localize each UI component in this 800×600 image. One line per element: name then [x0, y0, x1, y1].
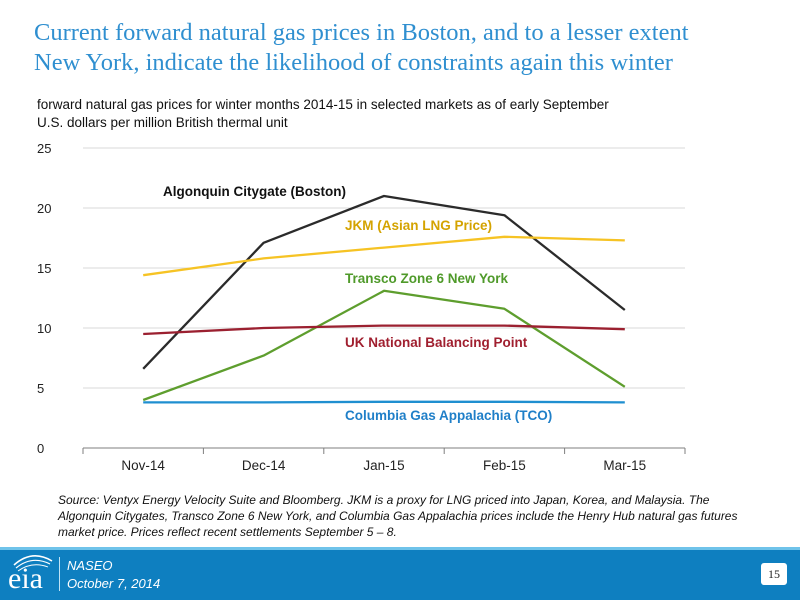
x-tick-label: Mar-15 — [603, 458, 646, 473]
series-line — [142, 194, 626, 370]
footer-divider — [59, 557, 60, 591]
footer-bar — [0, 547, 800, 600]
series-line — [143, 324, 625, 336]
series-line — [143, 235, 625, 277]
y-tick-label: 20 — [37, 201, 51, 216]
series-line — [142, 289, 626, 402]
series-label: Algonquin Citygate (Boston) — [163, 184, 346, 199]
chart-units: U.S. dollars per million British thermal… — [37, 115, 288, 130]
eia-logo-icon — [13, 555, 53, 572]
series-label: Columbia Gas Appalachia (TCO) — [345, 408, 552, 423]
y-tick-label: 0 — [37, 441, 44, 456]
series-label: UK National Balancing Point — [345, 335, 528, 350]
slide-title: Current forward natural gas prices in Bo… — [34, 18, 774, 78]
x-tick-label: Nov-14 — [121, 458, 165, 473]
logo-wordmark: eia — [8, 562, 43, 595]
source-note: Source: Ventyx Energy Velocity Suite and… — [58, 493, 738, 539]
footer-date: October 7, 2014 — [67, 576, 161, 591]
x-tick-label: Dec-14 — [242, 458, 286, 473]
y-tick-label: 10 — [37, 321, 51, 336]
line-chart: 0 5 10 15 20 25 Nov-14 Dec-14 Jan-15 Feb-15 Mar-15… — [37, 141, 686, 473]
y-tick-label: 15 — [37, 261, 51, 276]
slide-title-line-1: Current forward natural gas prices in Bo… — [34, 19, 689, 46]
y-tick-label: 5 — [37, 381, 44, 396]
x-tick-label: Jan-15 — [363, 458, 404, 473]
chart-title: forward natural gas prices for winter mo… — [37, 97, 609, 112]
y-tick-label: 25 — [37, 141, 51, 156]
series-line — [143, 400, 625, 404]
footer-organization: NASEO — [67, 558, 113, 573]
series-label: Transco Zone 6 New York — [345, 271, 509, 286]
page-number: 15 — [761, 563, 787, 585]
x-tick-label: Feb-15 — [483, 458, 526, 473]
slide-title-line-2: New York, indicate the likelihood of con… — [34, 49, 673, 76]
series-label: JKM (Asian LNG Price) — [345, 218, 492, 233]
